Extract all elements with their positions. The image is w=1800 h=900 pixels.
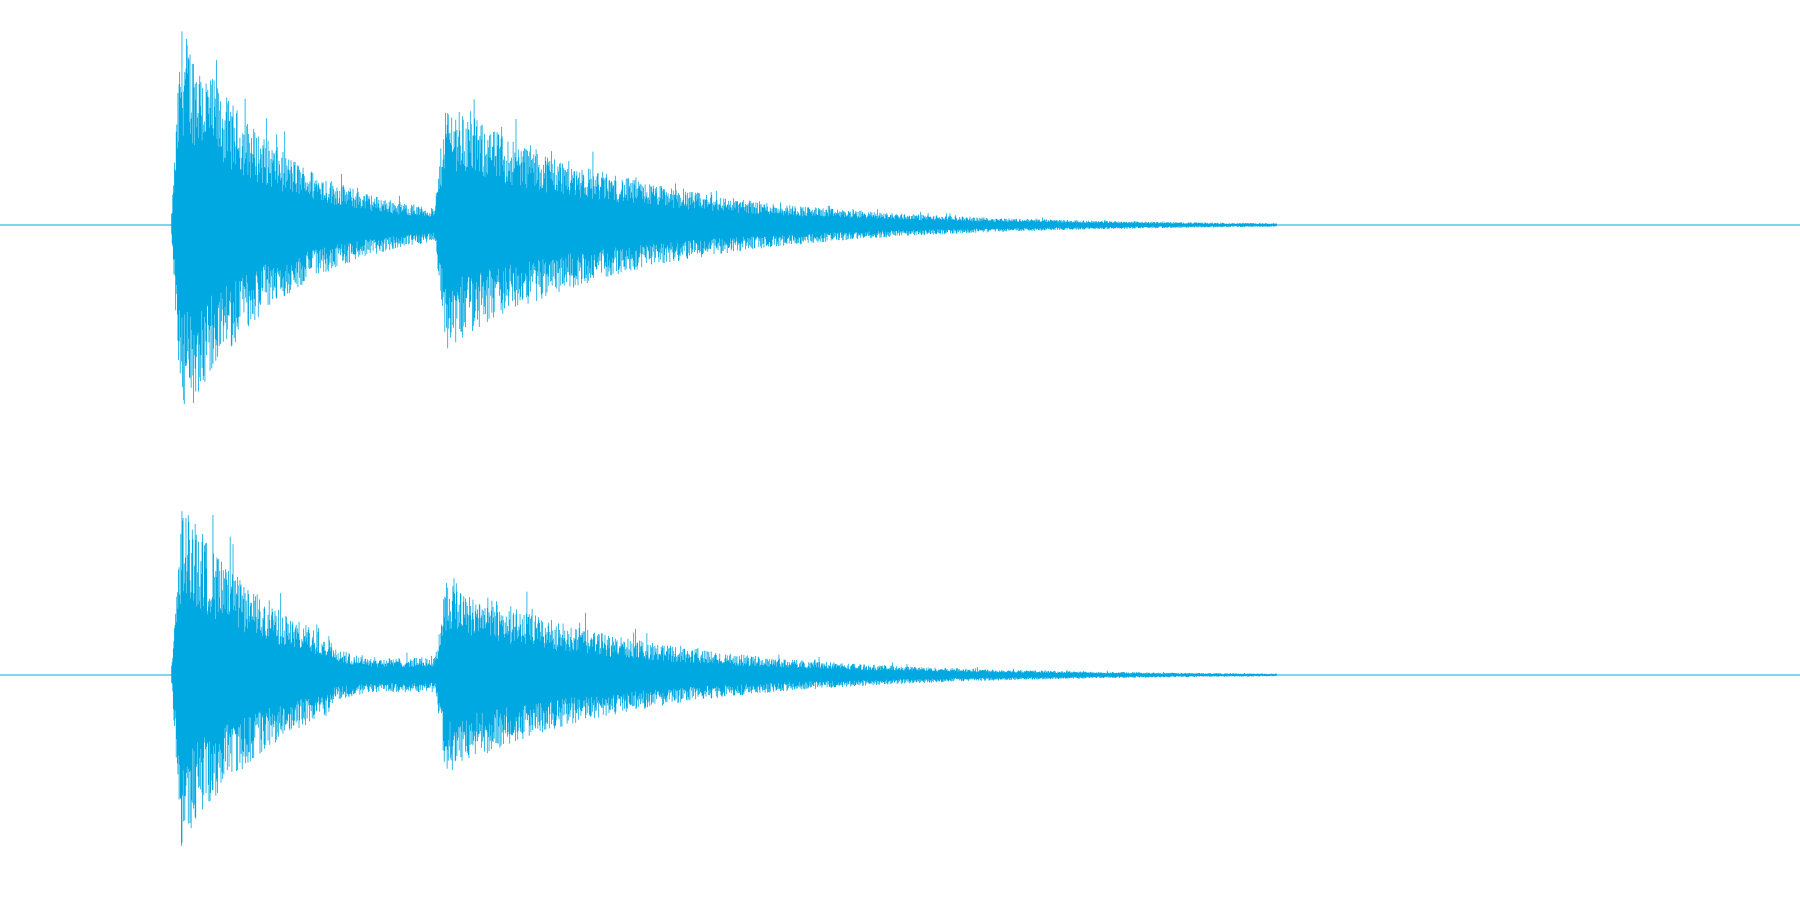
waveform-channel <box>170 511 1277 846</box>
waveform-channel <box>170 31 1277 404</box>
